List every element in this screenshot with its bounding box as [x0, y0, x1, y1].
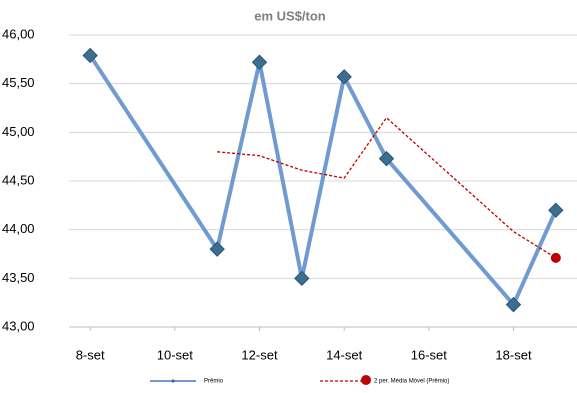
data-point: [82, 47, 98, 64]
y-tick-label: 43,50: [2, 270, 35, 285]
data-point: [209, 241, 225, 257]
x-tick-label: 10-set: [157, 347, 194, 362]
y-tick-label: 44,00: [2, 221, 35, 236]
series-line: [88, 54, 558, 307]
y-tick-label: 46,00: [2, 26, 35, 41]
y-tick-label: 44,50: [2, 172, 35, 187]
x-tick-label: 18-set: [495, 347, 532, 362]
chart-subtitle: em US$/ton: [254, 8, 326, 23]
x-tick-label: 8-set: [76, 347, 105, 362]
data-point: [505, 296, 522, 313]
moving-average-end: [550, 252, 561, 263]
x-tick-label: 12-set: [241, 347, 278, 362]
legend-label: 2 per. Média Móvel (Prêmio): [374, 379, 449, 385]
y-tick-label: 43,00: [2, 318, 35, 333]
data-point: [251, 54, 268, 70]
y-tick-label: 45,50: [2, 75, 35, 90]
data-point: [548, 202, 564, 218]
y-tick-label: 45,00: [2, 124, 35, 139]
moving-average-line: [217, 116, 557, 259]
legend-marker: [361, 375, 371, 385]
data-point: [294, 270, 310, 287]
x-tick-label: 16-set: [411, 347, 448, 362]
data-point: [378, 150, 395, 167]
data-point: [336, 69, 352, 85]
legend-label: Prêmio: [204, 379, 224, 385]
legend-marker: [171, 379, 175, 383]
x-tick-label: 14-set: [326, 347, 363, 362]
